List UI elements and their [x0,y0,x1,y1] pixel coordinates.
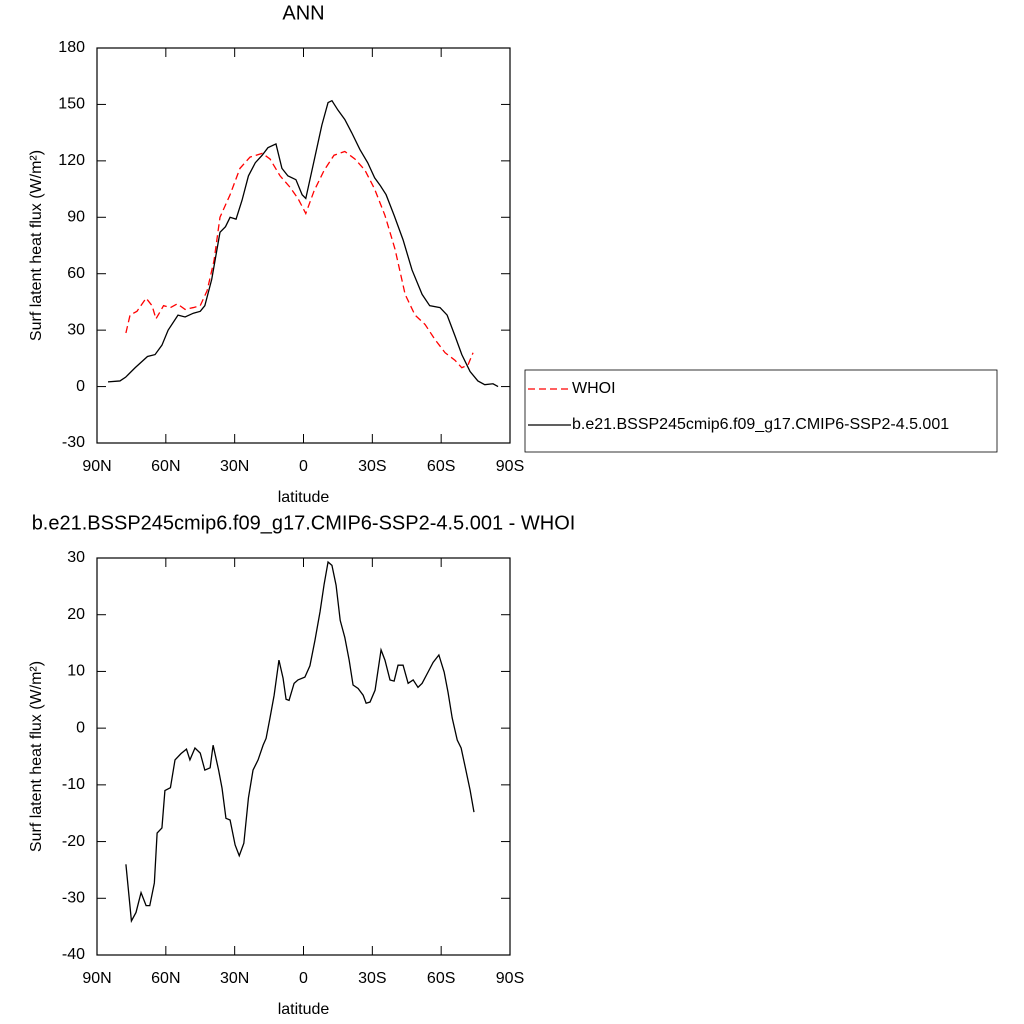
x-tick-label: 60S [427,458,455,475]
y-tick-label: 30 [67,321,85,338]
x-tick-label: 0 [299,458,308,475]
y-tick-label: 0 [76,378,85,395]
legend-box [524,369,998,453]
legend-label: WHOI [572,380,616,397]
y-axis-label: Surf latent heat flux (W/m²) [28,661,45,852]
x-tick-label: 90N [82,458,111,475]
y-tick-label: 0 [76,719,85,736]
y-tick-label: -10 [62,776,85,793]
x-tick-label: 60S [427,970,455,987]
x-tick-label: 60N [151,970,180,987]
x-tick-label: 30S [358,970,386,987]
chart-title: ANN [282,2,324,24]
y-tick-label: 30 [67,549,85,566]
x-tick-label: 30N [220,458,249,475]
x-tick-label: 0 [299,970,308,987]
data-line [107,99,499,388]
y-tick-label: -30 [62,890,85,907]
x-tick-label: 90N [82,970,111,987]
y-tick-label: 150 [58,96,85,113]
y-tick-label: 10 [67,663,85,680]
x-axis-label: latitude [278,489,330,506]
plot-frame [96,557,511,956]
x-axis-label: latitude [278,1001,330,1018]
legend-label: b.e21.BSSP245cmip6.f09_g17.CMIP6-SSP2-4.… [572,416,949,433]
y-axis-label: Surf latent heat flux (W/m²) [28,150,45,341]
y-tick-label: -30 [62,434,85,451]
chart-title: b.e21.BSSP245cmip6.f09_g17.CMIP6-SSP2-4.… [32,512,576,534]
y-tick-label: -40 [62,946,85,963]
plot-frame [96,47,511,444]
x-tick-label: 90S [496,458,524,475]
y-tick-label: 180 [58,39,85,56]
data-line [125,150,474,369]
x-tick-label: 30N [220,970,249,987]
x-tick-label: 90S [496,970,524,987]
y-tick-label: 120 [58,152,85,169]
x-tick-label: 30S [358,458,386,475]
y-tick-label: 60 [67,265,85,282]
y-tick-label: 90 [67,209,85,226]
y-tick-label: 20 [67,606,85,623]
data-line [125,560,475,924]
x-tick-label: 60N [151,458,180,475]
y-tick-label: -20 [62,833,85,850]
